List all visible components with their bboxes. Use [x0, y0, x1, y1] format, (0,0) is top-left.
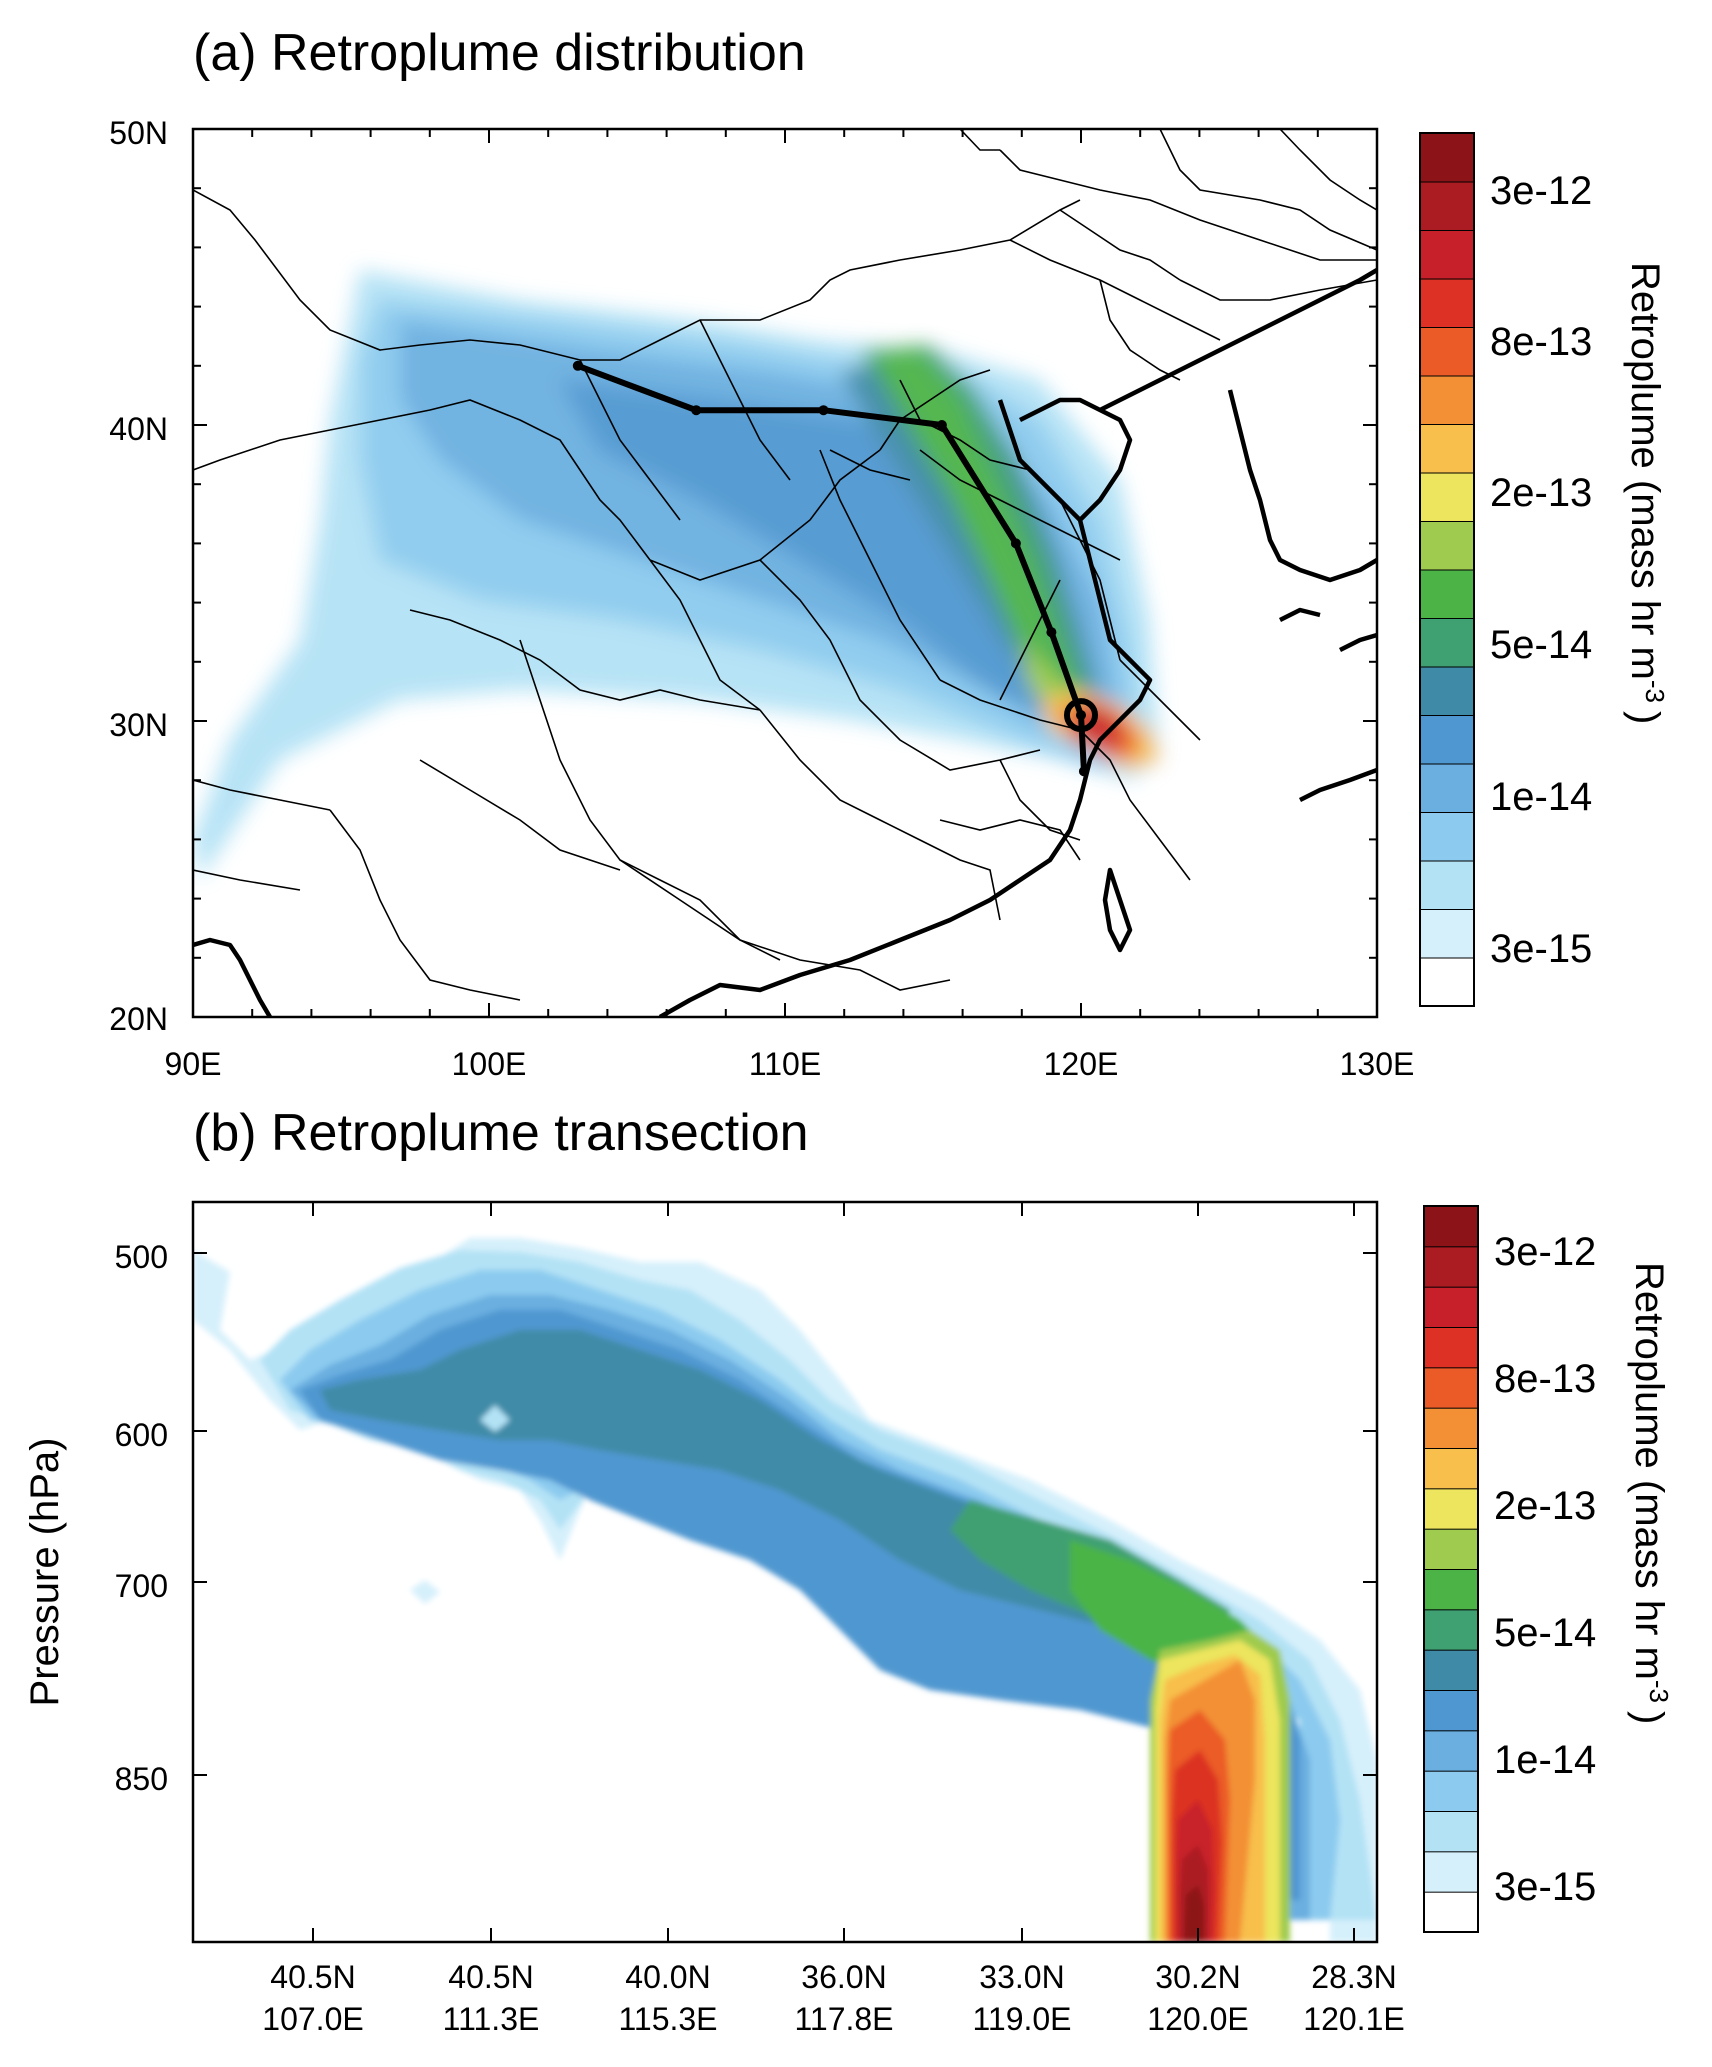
x-tick-lon-7: 120.1E [1303, 2001, 1404, 2037]
y-tick-850: 850 [115, 1761, 168, 1797]
trajectory-point-4 [936, 420, 947, 430]
x-tick-lat-2: 40.5N [448, 1959, 533, 1995]
y-tick-40n: 40N [109, 411, 168, 447]
x-tick-lon-3: 115.3E [618, 2001, 717, 2037]
retroplume-field [193, 270, 1160, 880]
panel-b-xticks: 40.5N 107.0E 40.5N 111.3E 40.0N 115.3E 3… [262, 1959, 1404, 2037]
colorbar-b-label-1e-14: 1e-14 [1494, 1738, 1596, 1782]
colorbar-b-label-8e-13: 8e-13 [1494, 1357, 1596, 1401]
y-tick-500: 500 [115, 1239, 168, 1275]
receptor-marker [1064, 698, 1098, 733]
colorbar-a [1419, 132, 1475, 1007]
x-tick-lon-5: 119.0E [972, 2001, 1071, 2037]
x-tick-lat-6: 30.2N [1155, 1959, 1240, 1995]
colorbar-b-label-2e-13: 2e-13 [1494, 1484, 1596, 1528]
trajectory-point-7 [1076, 710, 1086, 721]
panel-b-frame [191, 1200, 1379, 1944]
x-tick-lon-2: 111.3E [443, 2001, 540, 2037]
x-tick-130e: 130E [1340, 1046, 1415, 1082]
x-tick-lat-4: 36.0N [801, 1959, 886, 1995]
x-tick-lat-5: 33.0N [979, 1959, 1064, 1995]
x-tick-100e: 100E [452, 1046, 527, 1082]
x-tick-lon-6: 120.0E [1147, 2001, 1248, 2037]
colorbar-a-title: Retroplume (mass hr m-3) [1623, 262, 1670, 724]
x-tick-90e: 90E [165, 1046, 222, 1082]
transection-field [193, 1238, 1377, 1942]
x-tick-lat-1: 40.5N [270, 1959, 355, 1995]
trajectory-point-2 [691, 405, 702, 416]
x-tick-lon-1: 107.0E [262, 2001, 363, 2037]
x-tick-110e: 110E [749, 1046, 821, 1082]
colorbar-b-label-3e-15: 3e-15 [1494, 1865, 1596, 1909]
colorbar-b-label-5e-14: 5e-14 [1494, 1611, 1596, 1655]
colorbar-a-label-3e-12: 3e-12 [1490, 169, 1592, 213]
x-tick-lon-4: 117.8E [794, 2001, 893, 2037]
panel-b: (b) Retroplume transection 500 600 700 8… [23, 1104, 1674, 2037]
trajectory-point-1 [572, 360, 583, 371]
trajectory-point-3 [818, 405, 829, 416]
colorbar-a-label-5e-14: 5e-14 [1490, 623, 1592, 667]
trajectory-point-6 [1046, 627, 1057, 638]
x-tick-lat-7: 28.3N [1311, 1959, 1396, 1995]
colorbar-a-label-8e-13: 8e-13 [1490, 320, 1592, 364]
political-borders [193, 129, 1377, 1001]
colorbar-b-title: Retroplume (mass hr m-3) [1627, 1262, 1674, 1724]
trajectory-point-5 [1010, 538, 1021, 549]
y-tick-30n: 30N [109, 707, 168, 743]
x-tick-lat-3: 40.0N [625, 1959, 710, 1995]
colorbar-a-label-2e-13: 2e-13 [1490, 471, 1592, 515]
panel-a-ticks [192, 128, 1378, 1018]
colorbar-a-label-3e-15: 3e-15 [1490, 927, 1592, 971]
trajectory-point-8 [1078, 766, 1089, 777]
panel-b-title: (b) Retroplume transection [193, 1104, 809, 1162]
trajectory [572, 360, 1098, 777]
colorbar-b [1423, 1205, 1479, 1933]
colorbar-b-label-3e-12: 3e-12 [1494, 1230, 1596, 1274]
y-tick-600: 600 [115, 1417, 168, 1453]
panel-a-title: (a) Retroplume distribution [193, 24, 806, 82]
y-tick-20n: 20N [109, 1001, 168, 1037]
panel-b-ticks [193, 1202, 1377, 1942]
panel-a-map [193, 129, 1377, 1017]
panel-a: (a) Retroplume distribution [109, 24, 1670, 1082]
colorbar-a-label-1e-14: 1e-14 [1490, 775, 1592, 819]
panel-b-section [193, 1202, 1377, 1942]
y-tick-50n: 50N [109, 115, 168, 151]
panel-b-ylabel: Pressure (hPa) [23, 1438, 67, 1707]
x-tick-120e: 120E [1044, 1046, 1119, 1082]
y-tick-700: 700 [115, 1568, 168, 1604]
coastline [193, 268, 1377, 1017]
